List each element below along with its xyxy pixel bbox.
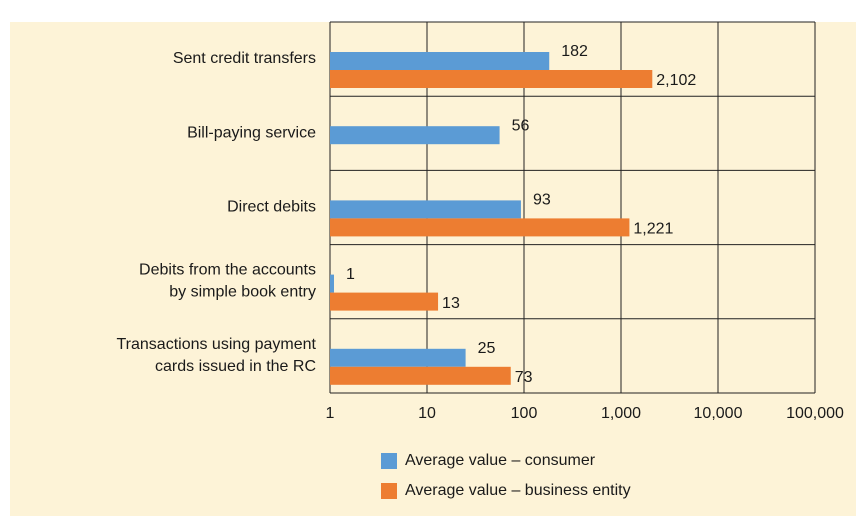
bar [330,218,630,237]
bar [330,348,466,367]
legend-swatch [381,453,397,469]
bar [330,70,653,88]
x-tick-label: 10 [418,405,436,422]
value-label: 73 [515,369,533,386]
bar [330,52,550,70]
value-label: 56 [512,117,530,134]
bar [330,292,439,311]
value-label: 1 [346,266,355,283]
value-label: 25 [478,340,496,357]
value-label: 182 [561,43,588,60]
value-label: 13 [442,295,460,312]
x-tick-label: 1,000 [601,405,641,422]
x-tick-label: 10,000 [694,405,743,422]
bar [330,366,511,385]
y-tick-label: Debits from the accounts by simple book e… [139,262,316,301]
legend-swatch [381,483,397,499]
value-label: 1,221 [633,221,673,238]
bar [330,200,521,219]
y-tick-label: Direct debits [227,199,316,216]
x-tick-label: 100 [511,405,538,422]
x-tick-label: 100,000 [786,405,844,422]
legend-label: Average value – business entity [405,482,631,499]
chart-background [10,22,856,516]
y-tick-label: Bill-paying service [187,125,316,142]
legend-label: Average value – consumer [405,452,596,469]
bar [330,126,500,145]
value-label: 93 [533,192,551,209]
x-tick-label: 1 [326,405,335,422]
y-tick-label: Sent credit transfers [173,50,316,67]
value-label: 2,102 [656,72,696,89]
bar [330,274,334,293]
y-tick-label: Transactions using payment cards issued i… [116,336,316,375]
